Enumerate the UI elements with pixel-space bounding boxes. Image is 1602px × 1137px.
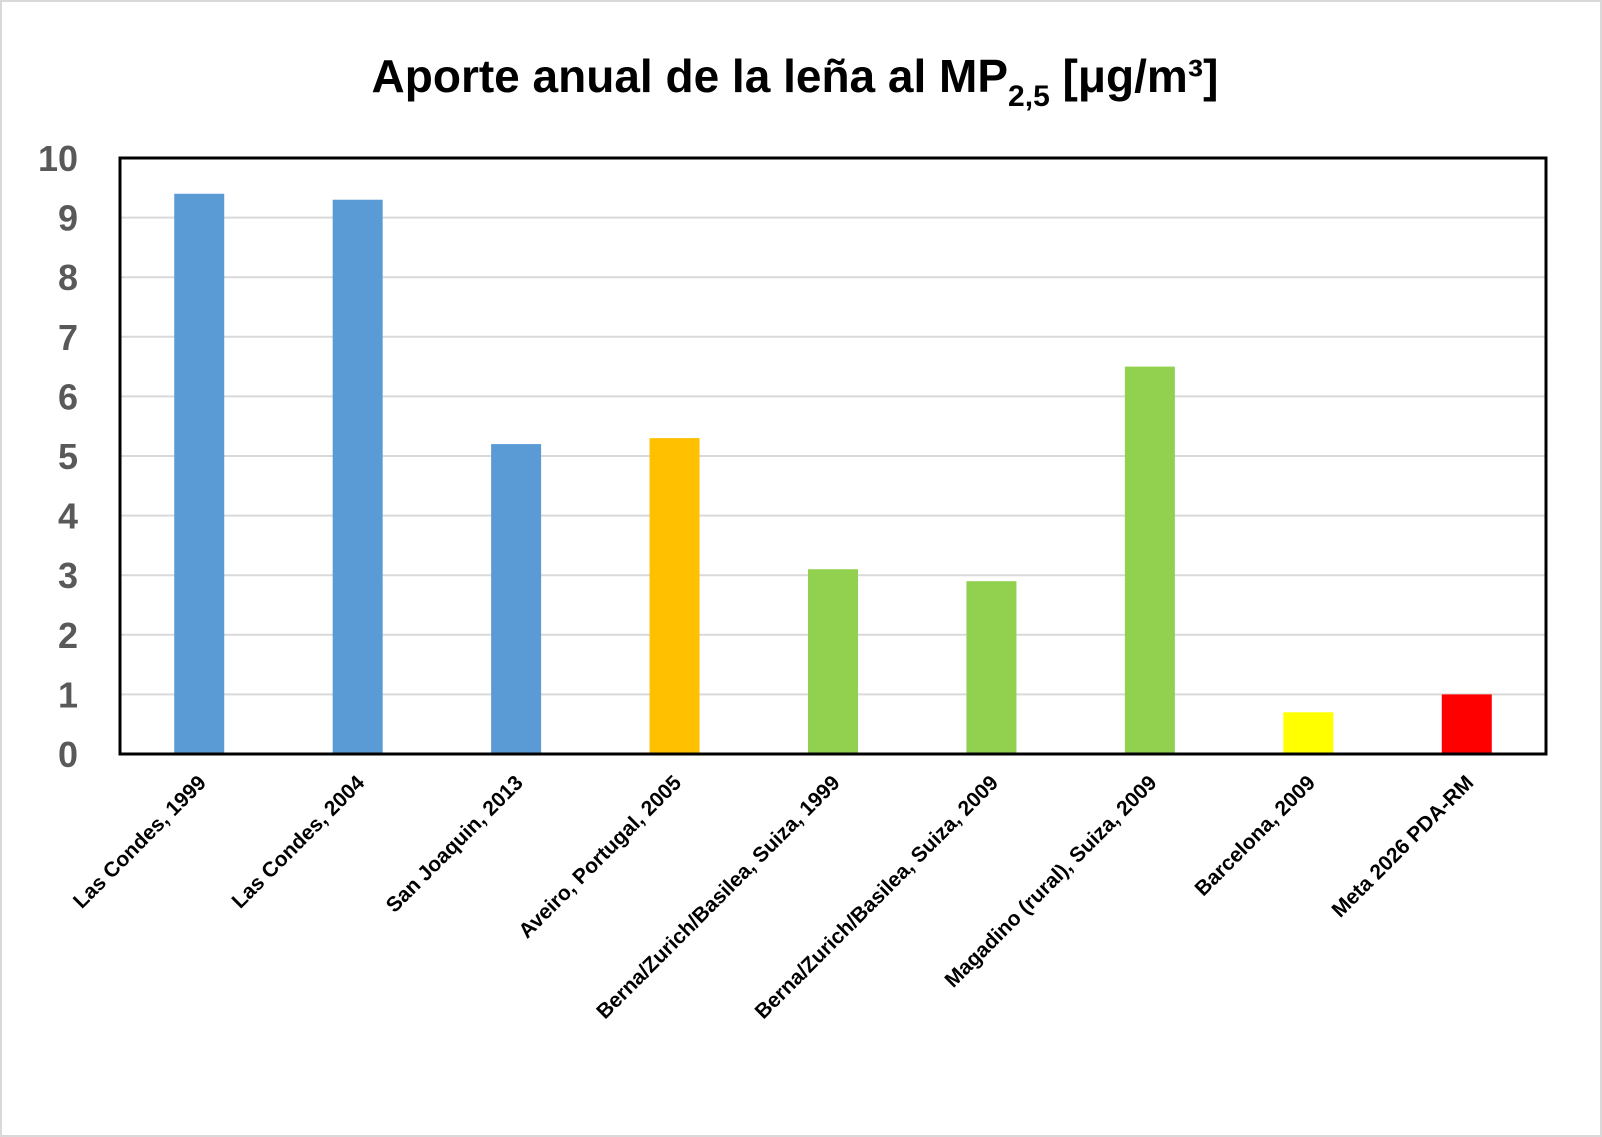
bar [1124, 366, 1175, 754]
y-tick-label: 5 [58, 436, 78, 477]
title-main: Aporte anual de la leña al MP [372, 50, 1009, 102]
bar [1283, 712, 1334, 754]
y-tick-label: 0 [58, 734, 78, 775]
y-tick-label: 10 [38, 138, 78, 179]
y-tick-label: 2 [58, 615, 78, 656]
y-tick-label: 4 [58, 496, 78, 537]
bar [174, 193, 225, 754]
y-tick-label: 6 [58, 376, 78, 417]
y-tick-label: 8 [58, 257, 78, 298]
title-subscript: 2,5 [1008, 80, 1050, 113]
y-tick-label: 1 [58, 674, 78, 715]
bar [1441, 694, 1492, 754]
y-tick-label: 7 [58, 317, 78, 358]
chart-title: Aporte anual de la leña al MP2,5 [μg/m³] [372, 50, 1219, 113]
bar [332, 199, 383, 755]
title-suffix: [μg/m³] [1050, 50, 1219, 102]
plot-border [118, 156, 1548, 756]
y-tick-label: 3 [58, 555, 78, 596]
bar [966, 581, 1017, 754]
bar [808, 569, 858, 754]
bar [649, 438, 700, 754]
y-tick-label: 9 [58, 198, 78, 239]
bar [491, 444, 542, 754]
